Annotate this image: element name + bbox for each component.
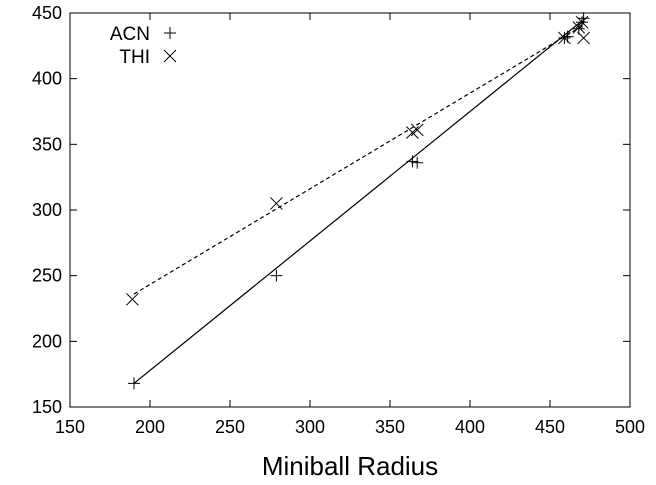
data-point-thi <box>406 126 419 139</box>
fit-lines <box>133 20 583 384</box>
x-tick-label: 400 <box>455 417 485 437</box>
x-tick-label: 250 <box>215 417 245 437</box>
data-point-acn <box>411 156 424 169</box>
y-tick-label: 200 <box>32 331 62 351</box>
plot-frame <box>69 12 631 408</box>
legend-marker-acn <box>164 27 176 39</box>
y-tick-label: 450 <box>32 3 62 23</box>
y-tick-label: 150 <box>32 397 62 417</box>
x-tick-label: 500 <box>615 417 645 437</box>
y-tick-label: 350 <box>32 134 62 154</box>
data-point-acn <box>270 269 283 282</box>
x-tick-label: 200 <box>135 417 165 437</box>
data-point-thi <box>410 123 424 137</box>
x-tick-label: 300 <box>295 417 325 437</box>
data-point-thi <box>558 31 571 45</box>
x-tick-label: 150 <box>55 417 85 437</box>
fit-line-thi <box>133 25 583 295</box>
data-point-thi <box>126 292 139 306</box>
legend-label-thi: THI <box>119 47 150 68</box>
x-tick-label: 450 <box>535 417 565 437</box>
axis-ticks: 150 200 250 300 350 400 450 500 150 200 250 300 350 4… <box>32 3 645 437</box>
y-tick-label: 300 <box>32 200 62 220</box>
data-point-thi <box>577 31 590 45</box>
fit-line-acn <box>133 20 583 384</box>
legend-label-acn: ACN <box>110 24 150 45</box>
data-point-thi <box>575 15 589 29</box>
data-point-thi <box>270 197 283 210</box>
y-tick-label: 400 <box>32 69 62 89</box>
data-markers <box>126 12 590 390</box>
y-tick-label: 250 <box>32 266 62 286</box>
data-point-acn <box>128 377 140 390</box>
legend-marker-thi <box>163 49 177 63</box>
data-point-acn <box>406 155 419 168</box>
x-tick-label: 350 <box>375 417 405 437</box>
x-axis-title: Miniball Radius <box>262 451 438 481</box>
